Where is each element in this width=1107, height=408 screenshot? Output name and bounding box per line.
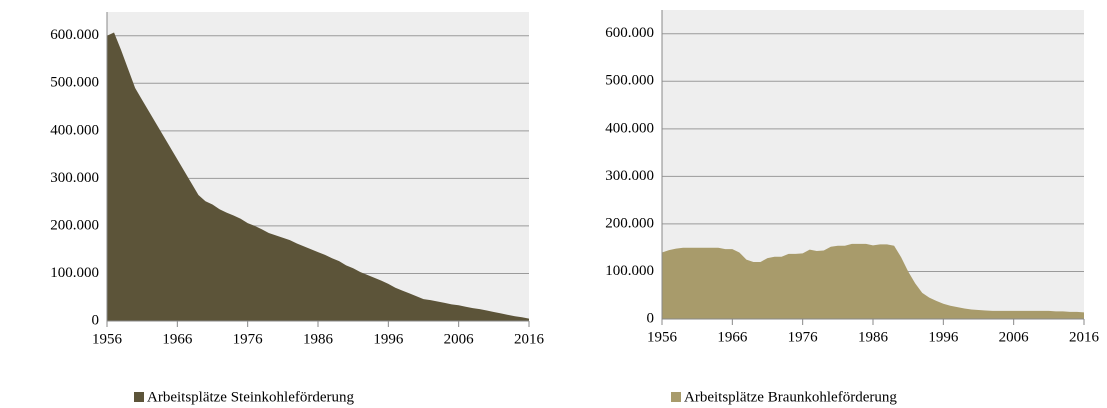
x-tick-label: 1966	[717, 329, 748, 345]
x-tick-label: 2006	[999, 329, 1030, 345]
x-tick-label: 2016	[1069, 329, 1100, 345]
x-tick-label: 2016	[514, 331, 545, 347]
y-tick-label: 400.000	[50, 122, 99, 138]
legend-swatch	[671, 392, 681, 402]
x-tick-label: 1956	[647, 329, 678, 345]
x-tick-label: 2006	[444, 331, 475, 347]
x-tick-label: 1966	[162, 331, 193, 347]
y-tick-label: 200.000	[50, 217, 99, 233]
y-tick-label: 200.000	[605, 215, 654, 231]
legend-swatch	[134, 392, 144, 402]
y-tick-label: 0	[647, 310, 655, 326]
area	[107, 32, 529, 322]
y-tick-label: 300.000	[50, 170, 99, 186]
area	[662, 243, 1084, 319]
y-tick-label: 600.000	[50, 27, 99, 43]
y-tick-label: 100.000	[605, 263, 654, 279]
y-tick-label: 0	[92, 312, 100, 328]
y-tick-label: 500.000	[605, 73, 654, 89]
legend-label: Arbeitsplätze Steinkohleförderung	[147, 389, 355, 405]
y-tick-label: 600.000	[605, 25, 654, 41]
y-tick-label: 500.000	[50, 75, 99, 91]
x-tick-label: 1956	[92, 331, 123, 347]
x-tick-label: 1986	[303, 331, 334, 347]
x-tick-label: 1996	[928, 329, 959, 345]
x-tick-label: 1986	[858, 329, 889, 345]
y-tick-label: 400.000	[605, 120, 654, 136]
legend-label: Arbeitsplätze Braunkohleförderung	[684, 389, 897, 405]
x-tick-label: 1976	[233, 331, 264, 347]
y-tick-label: 300.000	[605, 168, 654, 184]
x-tick-label: 1976	[788, 329, 819, 345]
x-tick-label: 1996	[373, 331, 404, 347]
y-tick-label: 100.000	[50, 265, 99, 281]
